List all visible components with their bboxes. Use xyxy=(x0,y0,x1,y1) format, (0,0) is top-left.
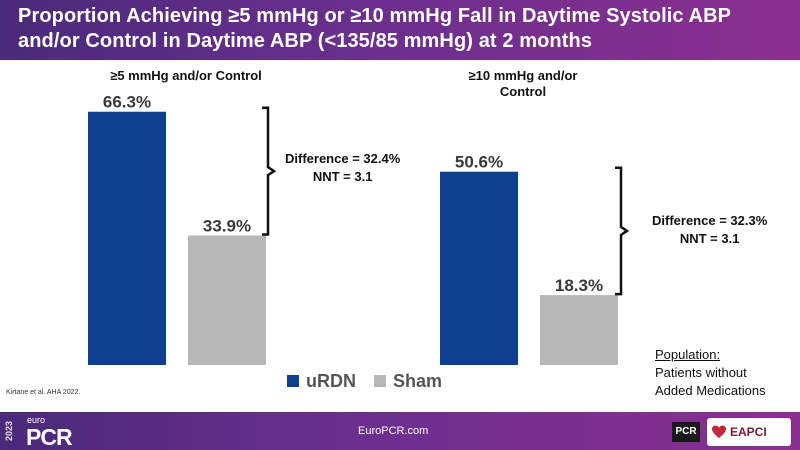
bar-sham-group-2 xyxy=(540,295,618,365)
footer-year: 2023 xyxy=(4,420,14,442)
difference-bracket xyxy=(615,166,630,296)
heart-icon xyxy=(712,425,726,438)
chart-legend: uRDN Sham xyxy=(287,370,452,392)
population-note: Population: Patients without Added Medic… xyxy=(655,346,766,400)
legend-label-sham: Sham xyxy=(393,370,443,391)
eapci-logo: EAPCI xyxy=(707,418,791,446)
difference-label: Difference = 32.3% xyxy=(652,213,768,228)
legend-label-urdn: uRDN xyxy=(306,370,356,391)
nnt-label: NNT = 3.1 xyxy=(312,169,373,184)
population-line-2: Added Medications xyxy=(655,383,766,398)
title-bar: Proportion Achieving ≥5 mmHg or ≥10 mmHg… xyxy=(0,0,800,60)
slide-title-line-2: and/or Control in Daytime ABP (<135/85 m… xyxy=(18,30,593,52)
footer-url[interactable]: EuroPCR.com xyxy=(358,425,429,437)
bar-urdn-group-2 xyxy=(440,171,518,365)
nnt-label: NNT = 3.1 xyxy=(679,231,740,246)
difference-text-group-2: Difference = 32.3% NNT = 3.1 xyxy=(652,212,767,248)
legend-swatch-urdn xyxy=(287,375,299,387)
bar-value-label: 33.9% xyxy=(203,217,251,236)
population-line-1: Patients without xyxy=(655,365,747,380)
eapci-label: EAPCI xyxy=(730,425,767,439)
footer-euro-text: euro xyxy=(27,415,46,425)
bar-urdn-group-1 xyxy=(88,111,166,365)
bar-value-label: 18.3% xyxy=(555,276,603,295)
legend-item-urdn: uRDN xyxy=(287,371,356,392)
europcr-logo: PCR xyxy=(26,424,73,450)
group-label-5mmhg: ≥5 mmHg and/or Control xyxy=(110,68,262,83)
group-label-10mmhg: ≥10 mmHg and/or Control xyxy=(468,68,578,99)
legend-item-sham: Sham xyxy=(374,371,442,392)
difference-bracket xyxy=(262,106,277,236)
population-title: Population: xyxy=(655,347,721,362)
bar-sham-group-1 xyxy=(188,235,266,365)
footer-bar: 2023 euro PCR EuroPCR.com PCR EAPCI xyxy=(0,412,800,450)
bar-value-label: 50.6% xyxy=(455,153,503,172)
legend-swatch-sham xyxy=(374,375,386,387)
difference-label: Difference = 32.4% xyxy=(285,151,401,166)
bar-value-label: 66.3% xyxy=(103,93,151,112)
citation: Kirtane et al. AHA 2022. xyxy=(6,389,81,396)
slide-title-line-1: Proportion Achieving ≥5 mmHg or ≥10 mmHg… xyxy=(18,5,732,27)
pcr-logo: PCR xyxy=(672,422,700,442)
difference-text-group-1: Difference = 32.4% NNT = 3.1 xyxy=(285,150,400,186)
